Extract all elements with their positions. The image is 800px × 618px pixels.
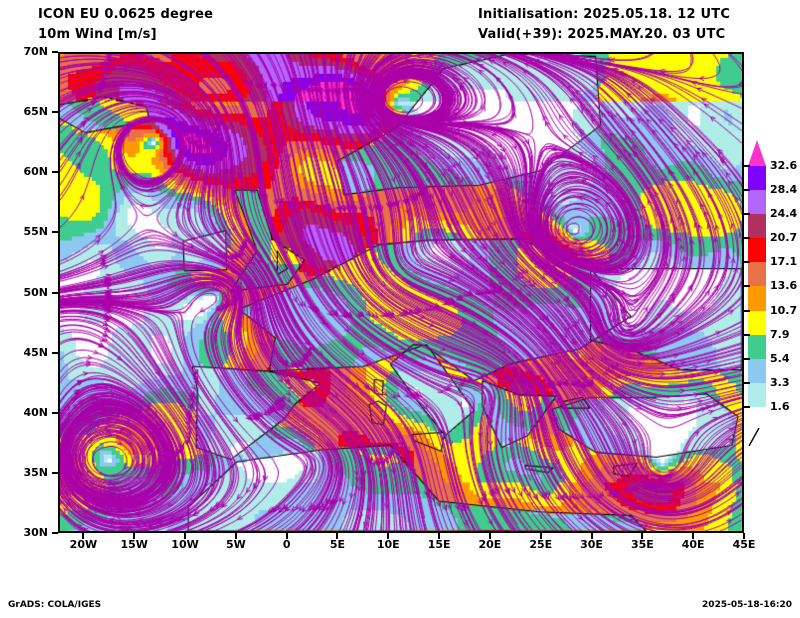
colorbar-tick [743,357,750,360]
longitude-tick-label: 30E [580,538,603,551]
longitude-tick [234,533,237,539]
longitude-tick-label: 10E [376,538,400,551]
latitude-tick-label: 65N [23,105,48,119]
longitude-tick [285,533,288,539]
colorbar-tick-label: 10.7 [770,303,798,317]
longitude-tick [336,533,339,539]
colorbar-tick [743,309,750,312]
longitude-tick-label: 0 [282,538,291,551]
colorbar-tick [743,381,750,384]
render-timestamp: 2025-05-18-16:20 [702,600,792,610]
latitude-tick [52,351,58,354]
colorbar-band-light-violet [748,190,766,215]
colorbar-tick [743,333,750,336]
colorbar-band-orange [748,286,766,311]
latitude-tick-label: 60N [23,165,48,179]
longitude-tick [133,533,136,539]
grads-credit: GrADS: COLA/IGES [8,600,102,610]
colorbar-tick [743,405,750,408]
colorbar-bottom-spike [748,428,762,446]
colorbar-tick-label: 13.6 [770,279,798,293]
colorbar-band-yellow [748,310,766,335]
latitude-tick [52,231,58,234]
latitude-tick [52,471,58,474]
initialisation-label: Initialisation: 2025.05.18. 12 UTC [478,7,731,22]
latitude-tick-label: 30N [23,526,48,539]
longitude-tick [539,533,542,539]
colorbar-top-arrow [748,140,766,166]
map-plot-area[interactable] [58,52,744,533]
variable-title: 10m Wind [m/s] [38,27,157,42]
colorbar-tick [743,213,750,216]
colorbar-tick [743,237,750,240]
colorbar-band-red [748,238,766,263]
colorbar-tick-label: 7.9 [770,327,790,341]
longitude-tick-label: 40E [681,538,705,551]
longitude-tick-label: 10W [171,538,199,551]
colorbar-band-maroon [748,214,766,239]
latitude-tick-label: 45N [23,345,48,359]
colorbar-tick-label: 17.1 [770,255,798,269]
latitude-tick-label: 50N [23,285,48,299]
colorbar-band-blue [748,358,766,383]
latitude-tick-label: 70N [23,45,48,58]
latitude-tick [52,51,58,53]
colorbar: 32.6 28.4 24.4 20.7 17.1 13.6 10.7 7.9 5.4 3.3 1.6 [743,140,797,432]
longitude-tick [438,533,441,539]
colorbar-band-pale-cyan [748,382,766,407]
colorbar-tick [743,285,750,288]
latitude-tick [52,411,58,414]
latitude-tick [52,111,58,114]
colorbar-tick-label: 24.4 [770,207,798,221]
colorbar-tick-label: 28.4 [770,183,798,197]
longitude-tick [82,533,85,539]
colorbar-tick-label: 5.4 [770,351,790,365]
valid-time-label: Valid(+39): 2025.MAY.20. 03 UTC [478,27,726,42]
colorbar-tick-label: 3.3 [770,375,790,389]
colorbar-band-salmon [748,262,766,287]
wind-speed-field [60,54,742,531]
colorbar-tick [743,189,750,192]
longitude-tick-label: 5E [329,538,346,551]
longitude-tick-label: 5W [225,538,246,551]
longitude-tick [692,533,695,539]
colorbar-tick [743,165,750,167]
longitude-tick [641,533,644,539]
longitude-tick [488,533,491,539]
longitude-tick-label: 45E [732,538,756,551]
model-title: ICON EU 0.0625 degree [38,7,214,22]
longitude-tick-label: 25E [529,538,553,551]
latitude-tick-label: 40N [23,405,48,419]
latitude-tick-label: 55N [23,225,48,239]
colorbar-band-violet [748,166,766,191]
colorbar-tick [743,261,750,264]
longitude-tick [743,533,745,539]
colorbar-tick-label: 20.7 [770,231,798,245]
longitude-tick-label: 20W [69,538,98,551]
longitude-tick-label: 15W [120,538,148,551]
colorbar-tick-label: 32.6 [770,159,798,172]
longitude-tick-label: 20E [478,538,502,551]
longitude-tick [387,533,390,539]
colorbar-tick-label: 1.6 [770,399,790,413]
colorbar-band-green [748,334,766,359]
longitude-tick [184,533,187,539]
latitude-tick [52,171,58,174]
longitude-tick-label: 15E [427,538,451,551]
latitude-tick-label: 35N [23,465,48,479]
latitude-tick [52,532,58,534]
longitude-tick-label: 35E [630,538,654,551]
longitude-tick [590,533,593,539]
latitude-tick [52,291,58,294]
